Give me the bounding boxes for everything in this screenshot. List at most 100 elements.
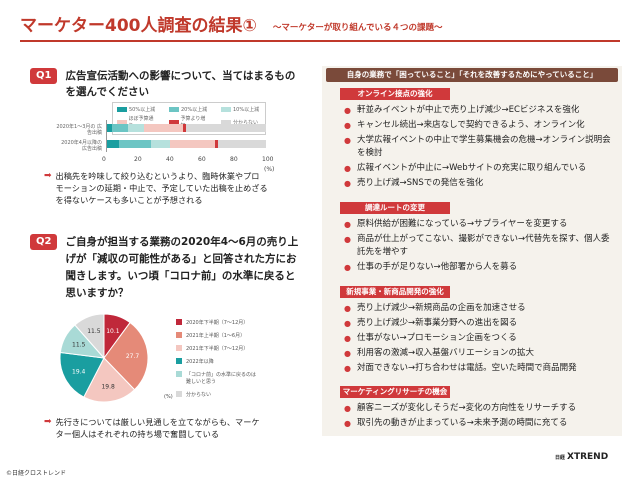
bar-axis-line (106, 120, 107, 152)
q1-note-line: 出稿先を吟味して絞り込むというより、臨時休業やプロ (55, 171, 260, 181)
q1-badge: Q1 (30, 68, 58, 84)
list-item-text: 仕事の手が足りない→他部署から人を募る (356, 262, 518, 272)
list-item-text: 軒並みイベントが中止で売り上げ減少→ECビジネスを強化 (356, 105, 580, 115)
q1-question-line: を選んでください (65, 86, 149, 98)
bullet-icon: ● (344, 179, 351, 188)
bullet-icon: ● (344, 136, 351, 145)
q2-note-line: ター個人はそれぞれの持ち場で奮闘している (55, 429, 220, 439)
legend-item: 20%以上減 (169, 106, 209, 113)
list-item-text: キャンセル続出→来店なしで契約できるよう、オンライン化 (356, 120, 585, 130)
bullet-icon: ● (344, 164, 351, 173)
bullet-icon: ● (344, 220, 351, 229)
legend-swatch (176, 345, 182, 351)
list-item-text: 売り上げ減少→新事業分野への進出を図る (356, 318, 518, 328)
legend-label: 「コロナ前」の水準に戻るのは難しいと思う (186, 372, 257, 385)
bar-x-tick: 0 (102, 156, 106, 163)
list-item: ● 売り上げ減少→新事業分野への進出を図る (344, 317, 616, 330)
list-item: ● 売り上げ減少→新規商品の企画を加速させる (344, 302, 616, 315)
q2-block: Q2 ご自身が担当する業務の2020年4〜6月の売り上 げが「減収の可能性がある… (30, 234, 298, 302)
pie-unit-label: (%) (164, 394, 173, 400)
list-item-text: 売り上げ減→SNSでの発信を強化 (356, 178, 484, 188)
legend-item: 分からない (221, 115, 261, 129)
legend-label: 20%以上減 (181, 107, 208, 113)
bar-segment (106, 140, 119, 148)
list-item: ● 仕事の手が足りない→他部署から人を募る (344, 261, 616, 274)
bullet-icon: ● (344, 319, 351, 328)
bar-segment (182, 124, 186, 132)
bullet-icon: ● (344, 235, 351, 244)
copyright: ©日経クロストレンド (6, 470, 67, 477)
pie-legend-item: 分からない (176, 391, 256, 398)
page-subtitle: 〜マーケターが取り組んでいる４つの課題〜 (272, 23, 443, 33)
list-item-text: 広報イベントが中止に→Webサイトの充実に取り組んでいる (356, 163, 587, 173)
legend-label: 50%以上減 (129, 107, 156, 113)
list-item-text: 顧客ニーズが変化しそうだ→変化の方向性をリサーチする (356, 403, 577, 413)
legend-item: 10%以上減 (221, 106, 261, 113)
right-panel: 自身の業務で「困っていること」「それを改善するためにやっていること」 オンライン… (322, 66, 622, 436)
pie-legend: 2020年下半期（7〜12月） 2021年上半期（1〜6月） 2021年下半期（… (176, 319, 256, 404)
bar-row (106, 140, 266, 148)
legend-swatch (221, 107, 231, 112)
pie-slice (83, 357, 136, 403)
pie-data-label: 27.7 (126, 353, 140, 360)
section-items: ● 軒並みイベントが中止で売り上げ減少→ECビジネスを強化 ● キャンセル続出→来店… (344, 104, 616, 192)
legend-swatch (117, 119, 127, 125)
bar-segment (106, 124, 113, 132)
brand-logo-small: 日経 (555, 455, 566, 461)
bullet-icon: ● (344, 121, 351, 130)
q2-question: ご自身が担当する業務の2020年4〜6月の売り上 げが「減収の可能性がある」と回… (65, 234, 298, 302)
list-item: ● 大学広報イベントの中止で学生募集機会の危機→オンライン説明会を検討 (344, 134, 616, 160)
list-item: ● 仕事がない→プロモーション企画をつくる (344, 332, 616, 345)
q2-question-line: げが「減収の可能性がある」と回答された方にお (65, 253, 297, 265)
legend-swatch (176, 319, 182, 325)
list-item: ● 軒並みイベントが中止で売り上げ減少→ECビジネスを強化 (344, 104, 616, 117)
bar-category-label: 2020年1〜3月の 広告出稿 (56, 124, 102, 136)
q1-question-line: 広告宣伝活動への影響について、当てはまるもの (65, 70, 296, 82)
q1-block: Q1 広告宣伝活動への影響について、当てはまるもの を選んでください (30, 68, 295, 100)
q1-note: ➡ 出稿先を吟味して絞り込むというより、臨時休業やプロ モーションの延期・中止で… (44, 170, 304, 206)
legend-swatch (176, 332, 182, 338)
section-items: ● 売り上げ減少→新規商品の企画を加速させる ● 売り上げ減少→新事業分野への進出を… (344, 302, 616, 377)
bar-segment (144, 124, 183, 132)
bar-x-tick: 100 (262, 156, 274, 163)
legend-swatch (176, 391, 182, 397)
bar-segment (214, 140, 218, 148)
q2-note: ➡ 先行きについては厳しい見通しを立てながらも、マーケ ター個人はそれぞれの持ち… (44, 416, 306, 440)
bar-segment (217, 140, 266, 148)
legend-swatch (221, 119, 231, 125)
section-items: ● 原料供給が困難になっている→サプライヤーを変更する ● 商品が仕上がってこない、… (344, 218, 616, 276)
brand-logo-main: XTREND (567, 452, 609, 462)
pie-data-label: 11.5 (87, 328, 101, 335)
list-item-text: 対面できない→打ち合わせは電話。空いた時間で商品開発 (356, 363, 577, 373)
legend-label: 2022年以降 (186, 359, 214, 365)
bar-segment (185, 124, 266, 132)
q1-note-line: を得ないケースも多いことが予想される (55, 195, 203, 205)
list-item: ● 顧客ニーズが変化しそうだ→変化の方向性をリサーチする (344, 402, 616, 415)
legend-swatch (176, 358, 182, 364)
pie-legend-item: 2022年以降 (176, 358, 256, 365)
bullet-icon: ● (344, 349, 351, 358)
legend-label: 2021年上半期（1〜6月） (186, 333, 246, 339)
pie-slice (103, 321, 149, 391)
bar-row (106, 124, 266, 132)
legend-label: 10%以上減 (233, 107, 260, 113)
bar-segment (118, 140, 151, 148)
q2-question-line: 聞きします。いつ頃「コロナ前」の水準に戻ると (65, 270, 296, 282)
section-title: マーケティングリサーチの機会に (340, 386, 450, 408)
page-title: マーケター400人調査の結果① (20, 16, 257, 36)
list-item-text: 原料供給が困難になっている→サプライヤーを変更する (356, 219, 568, 229)
arrow-right-icon: ➡ (44, 417, 52, 427)
list-item: ● 利用客の激減→収入基盤バリエーションの拡大 (344, 347, 616, 360)
arrow-right-icon: ➡ (44, 171, 52, 181)
pie-data-label: 10.1 (106, 328, 120, 335)
pie-data-label: 19.4 (72, 368, 86, 375)
q2-question-line: ご自身が担当する業務の2020年4〜6月の売り上 (65, 236, 299, 248)
section-title: 調達ルートの変更 (340, 202, 450, 214)
brand-logo: 日経 XTREND (555, 452, 608, 462)
list-item-text: 商品が仕上がってこない、撮影ができない→代替先を探す、個人委託先を増やす (356, 234, 610, 257)
q2-note-line: 先行きについては厳しい見通しを立てながらも、マーケ (55, 417, 260, 427)
bullet-icon: ● (344, 304, 351, 313)
bar-segment (169, 140, 215, 148)
list-item: ● キャンセル続出→来店なしで契約できるよう、オンライン化 (344, 119, 616, 132)
bar-x-tick: 20 (134, 156, 142, 163)
